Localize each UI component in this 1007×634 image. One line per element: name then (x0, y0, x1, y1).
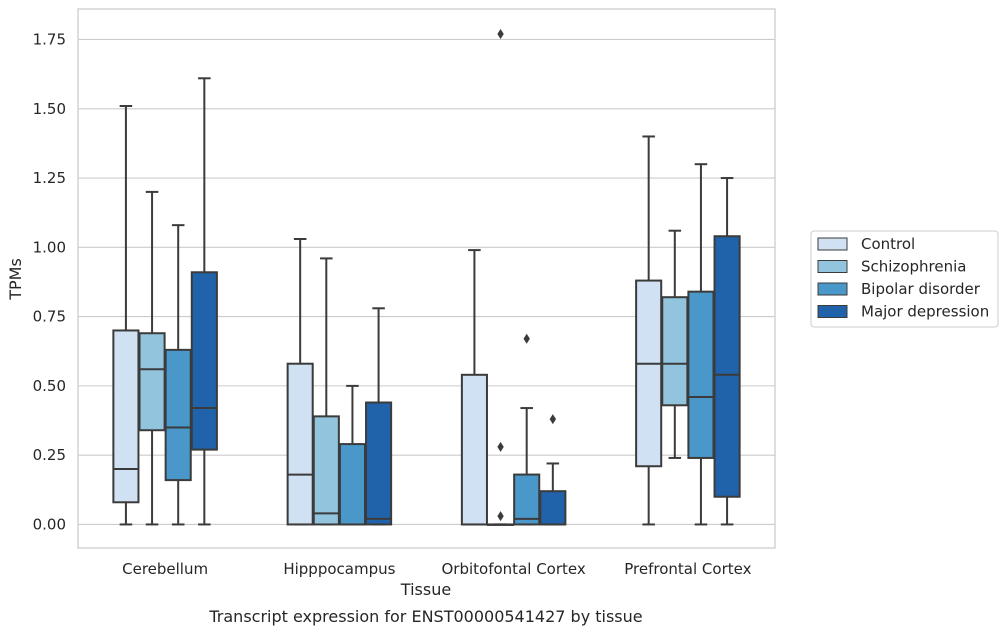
x-tick-label: Prefrontal Cortex (624, 560, 751, 578)
legend-label: Control (861, 235, 915, 253)
chart-caption: Transcript expression for ENST0000054142… (208, 607, 642, 626)
legend-swatch (817, 305, 848, 318)
y-tick-label: 0.50 (33, 377, 66, 395)
y-tick-label: 0.75 (33, 308, 66, 326)
x-axis-label: Tissue (400, 580, 451, 599)
outlier-point (549, 414, 557, 425)
box-iqr (312, 415, 340, 526)
x-tick-labels: Cerebellum Hipppocampus Orbitofontal Corte… (122, 560, 751, 578)
box-control (635, 135, 663, 526)
y-tick-label: 0.00 (33, 515, 66, 533)
legend-swatch (817, 237, 848, 251)
box-iqr (365, 401, 393, 526)
x-tick-label: Hipppocampus (283, 560, 395, 578)
box-control (286, 238, 314, 526)
box-major-depression (190, 77, 218, 526)
box-iqr (286, 362, 314, 526)
legend-frame (810, 230, 999, 328)
box-iqr (635, 279, 663, 468)
legend-swatch (817, 282, 848, 296)
box-bipolar-disorder (164, 224, 192, 526)
box-control (112, 104, 140, 526)
legend-label: Major depression (861, 303, 989, 321)
box-bipolar-disorder (513, 333, 541, 526)
box-iqr (338, 443, 366, 526)
outlier-point (497, 28, 504, 39)
outlier-point (497, 441, 504, 452)
x-tick-label: Cerebellum (122, 560, 208, 578)
box-iqr (460, 373, 488, 526)
box-iqr (138, 332, 166, 432)
y-tick-label: 1.75 (33, 30, 66, 48)
box-bipolar-disorder (338, 384, 366, 526)
box-iqr (164, 348, 192, 482)
y-tick-label: 1.25 (33, 169, 66, 187)
box-schizophrenia (312, 257, 340, 526)
legend-label: Bipolar disorder (861, 280, 981, 298)
box-iqr (539, 490, 567, 526)
plot-frame (77, 8, 776, 549)
box-iqr (190, 271, 218, 451)
y-tick-label: 1.50 (33, 100, 66, 118)
x-tick-label: Orbitofontal Cortex (442, 560, 586, 578)
y-tick-label: 1.00 (33, 238, 66, 256)
box-major-depression (539, 414, 567, 526)
box-iqr (687, 290, 715, 459)
box-iqr (661, 296, 689, 407)
box-schizophrenia (138, 190, 166, 526)
box-major-depression (365, 307, 393, 526)
legend-label: Schizophrenia (861, 258, 966, 276)
legend-swatch (817, 260, 848, 273)
plot-area (112, 28, 741, 526)
box-iqr (713, 235, 741, 498)
box-control (460, 249, 488, 526)
y-axis-label: TPMs (6, 258, 25, 301)
box-bipolar-disorder (687, 163, 715, 526)
y-tick-label: 0.25 (33, 446, 66, 464)
box-major-depression (713, 177, 741, 526)
box-schizophrenia (487, 28, 515, 526)
box-iqr (513, 473, 541, 526)
box-iqr (112, 329, 140, 504)
legend: Control Schizophrenia Bipolar disorder Majo… (810, 230, 999, 328)
box-schizophrenia (661, 229, 689, 459)
y-tick-labels: 0.00 0.25 0.50 0.75 1.00 1.25 1.50 1.75 (33, 30, 66, 533)
outlier-point (523, 333, 530, 344)
outlier-point (497, 511, 504, 522)
